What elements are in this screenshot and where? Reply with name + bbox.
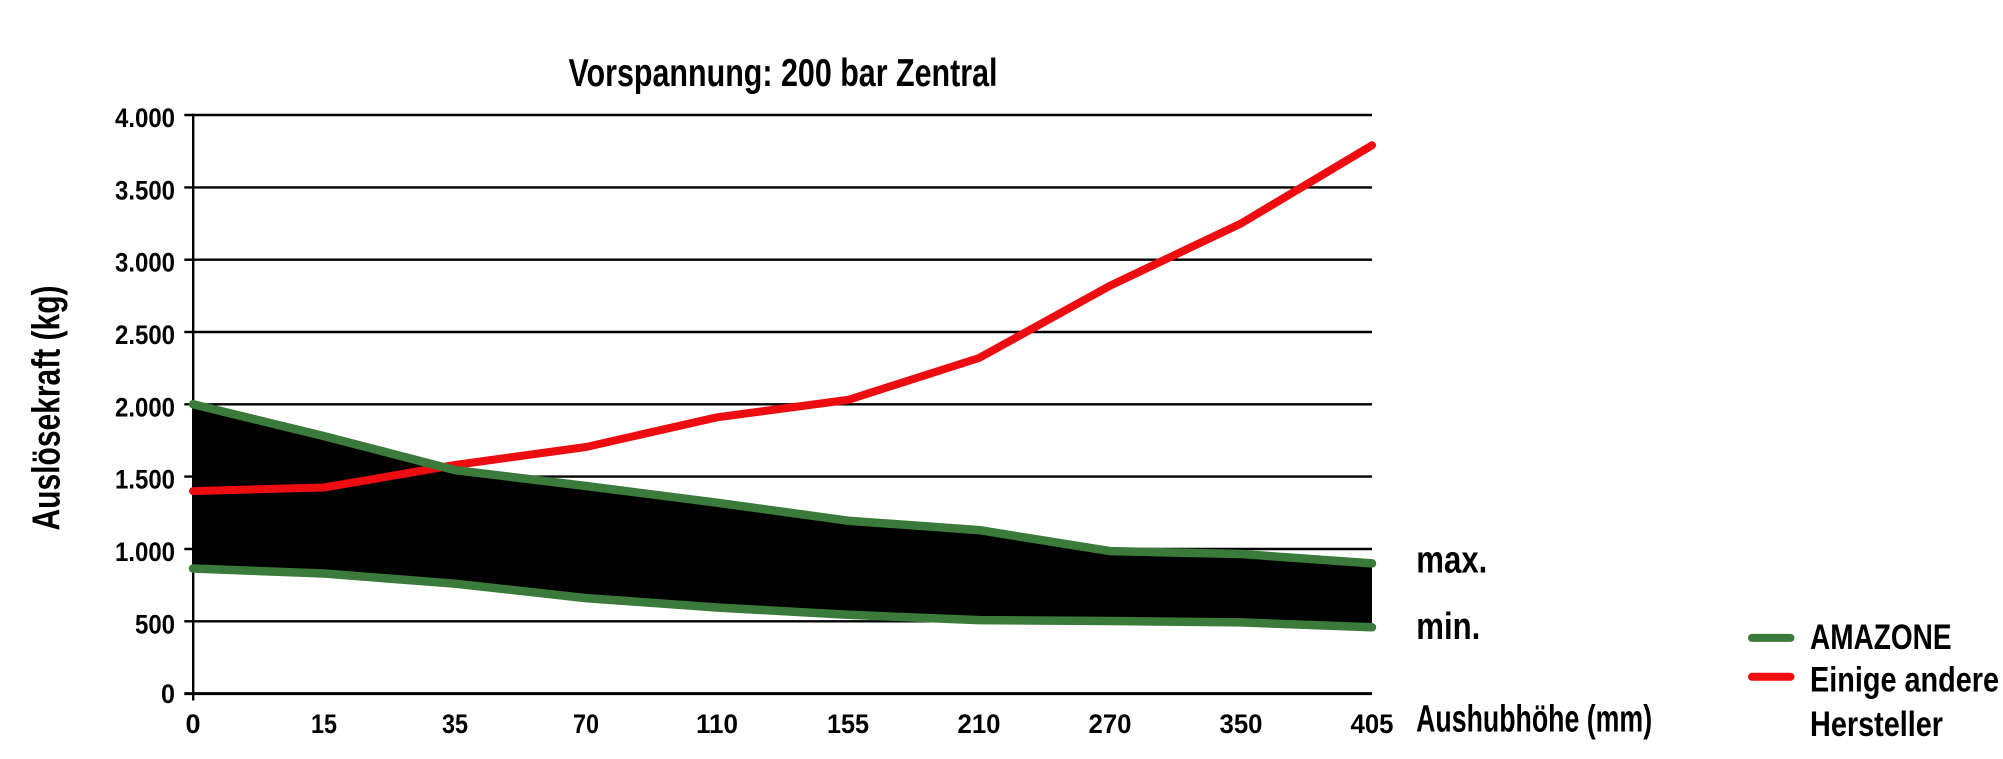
svg-text:1.500: 1.500 xyxy=(115,465,175,495)
svg-text:max.: max. xyxy=(1416,540,1487,582)
svg-text:Hersteller: Hersteller xyxy=(1810,705,1943,744)
svg-text:270: 270 xyxy=(1089,709,1132,739)
svg-text:AMAZONE: AMAZONE xyxy=(1810,618,1952,657)
svg-text:Einige andere: Einige andere xyxy=(1810,660,1999,699)
svg-text:0: 0 xyxy=(161,679,175,709)
svg-text:3.000: 3.000 xyxy=(115,248,175,278)
svg-text:35: 35 xyxy=(442,709,468,739)
svg-text:155: 155 xyxy=(827,709,869,739)
svg-text:2.500: 2.500 xyxy=(115,320,175,350)
svg-text:210: 210 xyxy=(958,709,1001,739)
svg-text:70: 70 xyxy=(573,709,599,739)
svg-text:0: 0 xyxy=(185,709,200,739)
svg-text:Vorspannung: 200 bar Zentral: Vorspannung: 200 bar Zentral xyxy=(569,52,998,95)
svg-text:500: 500 xyxy=(135,609,175,639)
svg-text:405: 405 xyxy=(1351,709,1394,739)
svg-text:Auslösekraft (kg): Auslösekraft (kg) xyxy=(26,286,69,531)
svg-text:4.000: 4.000 xyxy=(115,103,175,133)
svg-text:Aushubhöhe (mm): Aushubhöhe (mm) xyxy=(1416,698,1652,740)
svg-text:1.000: 1.000 xyxy=(115,537,175,567)
svg-text:350: 350 xyxy=(1220,709,1263,739)
svg-text:15: 15 xyxy=(311,709,337,739)
svg-text:min.: min. xyxy=(1416,606,1480,648)
svg-text:110: 110 xyxy=(696,709,738,739)
svg-text:2.000: 2.000 xyxy=(115,392,175,422)
svg-text:3.500: 3.500 xyxy=(115,175,175,205)
